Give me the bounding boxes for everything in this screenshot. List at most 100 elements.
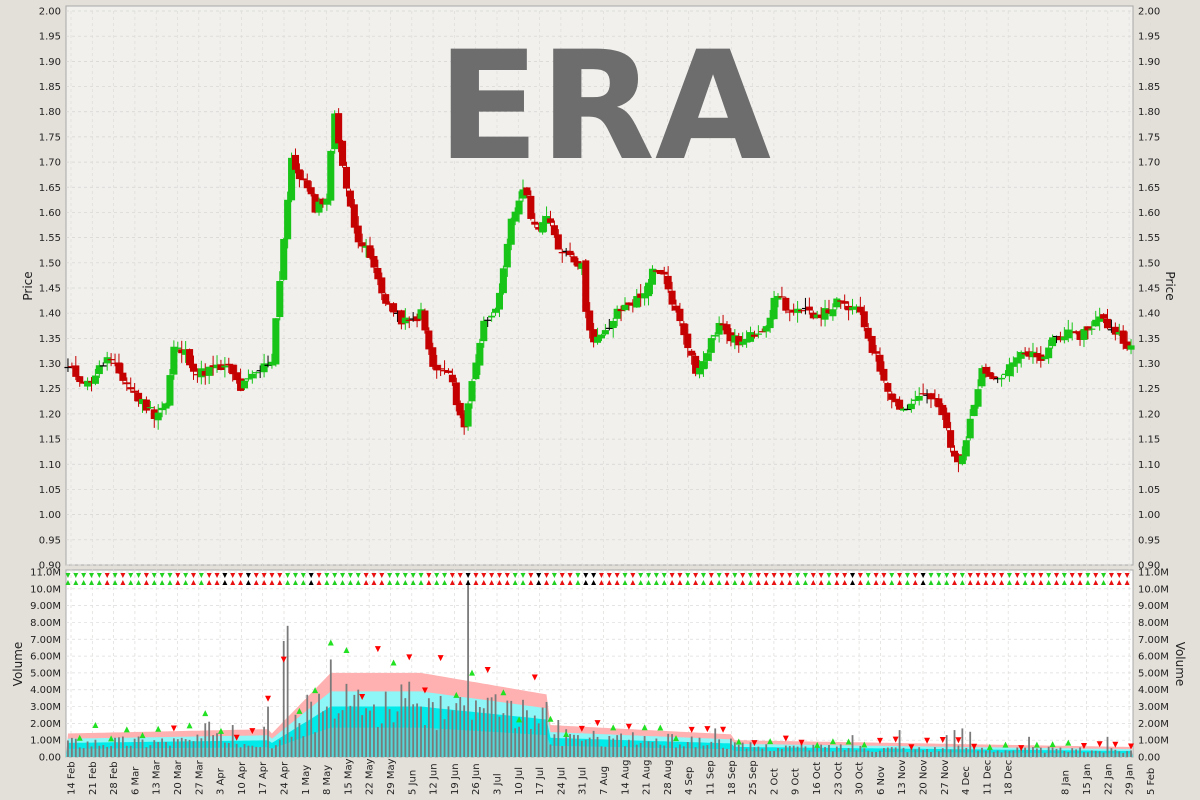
volume-bar — [722, 747, 724, 757]
signal-marker — [732, 573, 738, 585]
date-tick-label: 11 Dec — [982, 760, 993, 795]
volume-bar — [651, 742, 654, 757]
volume-bar — [992, 751, 995, 757]
price-bar-body — [1013, 357, 1021, 364]
price-bar-body — [1005, 364, 1013, 377]
signal-marker — [818, 573, 824, 585]
volume-bar — [569, 734, 571, 757]
price-bar-body — [201, 371, 209, 376]
signal-marker — [387, 573, 393, 585]
signal-marker — [771, 573, 777, 585]
price-bar-body — [774, 295, 782, 300]
volume-bar — [510, 700, 513, 757]
price-bar-body — [621, 304, 629, 311]
price-bar-body — [138, 399, 147, 405]
volume-bar — [883, 748, 885, 757]
price-bar-body — [535, 227, 543, 230]
volume-bar — [1043, 752, 1046, 757]
signal-marker — [214, 573, 220, 585]
volume-bar — [1106, 736, 1109, 757]
price-bar-body — [460, 413, 468, 428]
volume-bar — [290, 736, 293, 757]
price-bar-body — [468, 381, 476, 402]
volume-bands — [66, 672, 1133, 757]
signal-triangle — [563, 731, 570, 738]
signal-marker — [1116, 573, 1122, 585]
price-bar-body — [825, 309, 833, 314]
price-bar-body — [641, 293, 649, 299]
date-tick-label: 10 Apr — [237, 761, 248, 795]
signal-triangle — [390, 659, 397, 666]
price-bar-body — [692, 355, 700, 374]
date-tick-label: 17 Apr — [258, 761, 269, 795]
price-bar-body — [974, 389, 982, 407]
volume-bar — [1028, 736, 1030, 757]
signal-marker — [206, 573, 212, 585]
volume-bar — [455, 703, 458, 757]
price-tick-left: 1.55 — [39, 233, 61, 244]
volume-bar — [702, 745, 705, 757]
signal-triangle — [1033, 741, 1040, 748]
signal-marker — [802, 573, 808, 585]
signal-marker — [873, 573, 879, 585]
price-bar-body — [213, 364, 221, 369]
price-bar-body — [197, 368, 205, 378]
price-bar-body — [87, 381, 96, 383]
grid-lines — [66, 10, 1151, 758]
date-tick-label: 9 Oct — [791, 768, 802, 795]
volume-bar — [416, 703, 418, 757]
price-tick-right: 1.50 — [1138, 258, 1160, 269]
price-bar-body — [335, 113, 343, 144]
date-tick-label: 4 Sep — [684, 767, 695, 795]
price-bar-body — [970, 404, 978, 417]
volume-bar — [259, 747, 262, 757]
volume-bar — [345, 683, 348, 757]
volume-bar — [255, 746, 258, 757]
volume-bar — [1110, 748, 1113, 757]
price-bar-body — [668, 290, 676, 305]
volume-bar — [898, 730, 901, 757]
volume-bar — [486, 697, 489, 757]
price-bar-body — [848, 307, 857, 310]
date-tick-label: 2 Oct — [769, 768, 780, 795]
volume-bar — [522, 699, 524, 757]
volume-bar — [353, 694, 356, 757]
volume-bar — [667, 733, 670, 757]
volume-bar — [447, 706, 450, 757]
date-tick-label: 6 Mar — [130, 766, 141, 795]
volume-bar — [843, 750, 846, 757]
signal-marker — [889, 573, 895, 585]
volume-bar — [494, 694, 497, 757]
price-bar-body — [1092, 319, 1100, 327]
volume-bar — [282, 640, 285, 757]
signal-marker — [826, 573, 832, 585]
volume-tick-left: 7.00M — [30, 635, 61, 646]
price-bar-body — [578, 263, 586, 269]
signal-triangle — [892, 736, 899, 743]
price-bar-body — [452, 382, 460, 406]
signal-triangle — [1128, 743, 1135, 750]
signal-marker — [952, 573, 958, 585]
signal-marker — [136, 573, 142, 585]
price-bar-body — [633, 296, 641, 308]
volume-bar — [553, 734, 556, 757]
price-tick-left: 1.85 — [39, 82, 61, 93]
signal-marker — [661, 573, 667, 585]
volume-tick-left: 11.0M — [30, 568, 61, 579]
price-bar-body — [303, 180, 311, 189]
price-bar-body — [1017, 351, 1025, 359]
signal-marker — [238, 573, 244, 585]
price-bar-body — [256, 370, 264, 372]
volume-bar — [373, 704, 375, 757]
price-bar-body — [696, 367, 704, 375]
signal-triangle — [1049, 741, 1056, 748]
price-tick-right: 1.60 — [1138, 208, 1160, 219]
volume-bar — [765, 744, 768, 757]
price-tick-left: 1.90 — [39, 57, 61, 68]
price-bar-body — [84, 380, 92, 387]
price-bar-body — [986, 372, 994, 377]
date-tick-label: 29 Jan — [1125, 764, 1136, 795]
price-bar-body — [715, 322, 723, 335]
price-tick-right: 1.30 — [1138, 359, 1160, 370]
price-bar-body — [519, 189, 527, 199]
